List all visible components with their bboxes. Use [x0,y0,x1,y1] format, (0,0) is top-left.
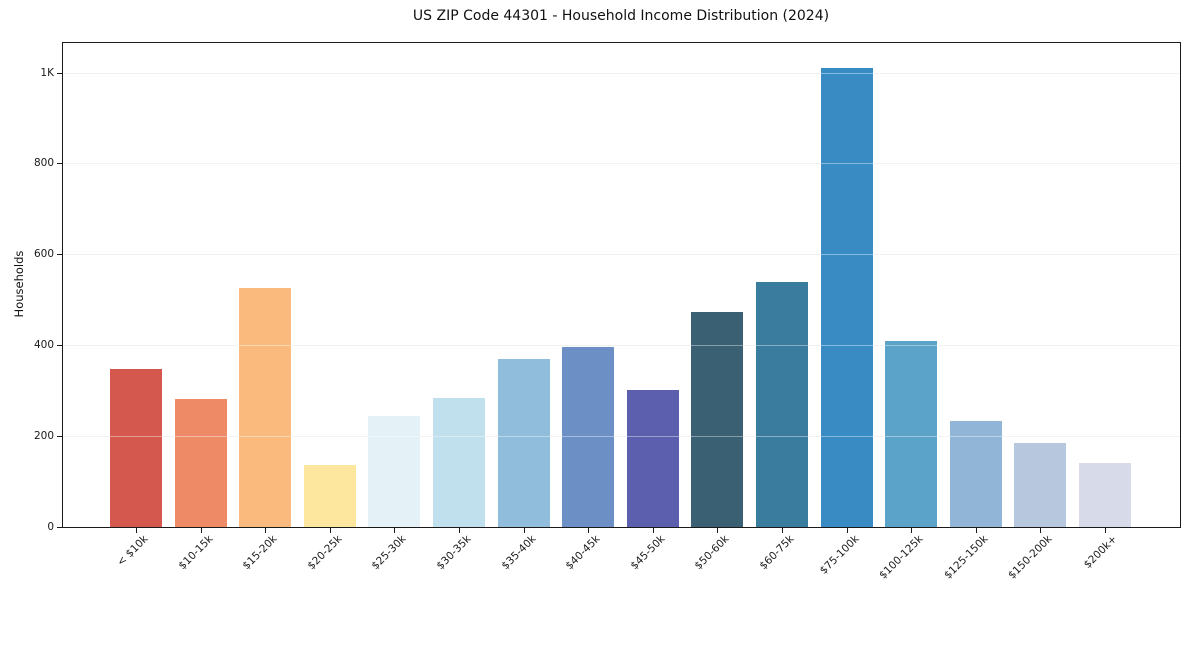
bar-1 [110,369,162,527]
x-tick-label-4: $20-25k [305,533,345,573]
x-tick-mark-3 [265,528,267,533]
bar-7 [497,358,550,527]
y-tick-label-400: 400 [33,339,54,352]
gridline-200 [63,436,1180,438]
bar-12 [820,68,873,527]
bar-3 [239,288,292,527]
gridline-overlay-400 [63,345,1180,347]
y-tick-mark-400 [57,345,62,347]
y-tick-mark-0 [57,527,62,528]
y-tick-label-600: 600 [33,248,54,261]
gridline-overlay-1000 [63,72,1180,74]
x-tick-label-11: $60-75k [757,533,797,573]
bar-5 [368,415,421,527]
y-tick-label-0: 0 [47,521,54,533]
x-tick-mark-6 [459,528,460,533]
x-tick-label-10: $50-60k [692,533,732,573]
y-tick-label-200: 200 [33,430,54,443]
x-tick-mark-15 [1040,528,1042,533]
x-tick-mark-7 [523,528,525,533]
bar-8 [562,346,615,527]
plot-area [62,42,1181,528]
bar-6 [433,397,485,527]
bar-16 [1079,462,1131,527]
x-tick-label-2: $10-15k [175,533,216,573]
bar-9 [626,389,679,527]
x-tick-label-12: $75-100k [817,533,862,577]
x-tick-mark-1 [136,528,137,533]
x-tick-label-3: $15-20k [240,533,280,573]
bar-11 [756,281,808,527]
bar-10 [691,312,744,527]
gridline-overlay-200 [63,436,1180,438]
x-tick-mark-13 [911,528,913,533]
x-tick-label-5: $25-30k [369,533,409,573]
x-tick-label-7: $35-40k [498,533,539,573]
x-tick-label-15: $150-200k [1006,533,1055,582]
x-tick-label-8: $40-45k [563,533,603,573]
x-tick-mark-2 [200,528,202,533]
y-tick-mark-600 [57,254,62,256]
bar-4 [303,464,356,527]
x-tick-mark-10 [717,528,719,533]
gridline-800 [63,163,1180,165]
gridline-1000 [63,72,1180,74]
x-tick-label-9: $45-50k [628,533,668,573]
bar-14 [949,420,1002,527]
x-tick-label-1: < $10k [114,533,151,569]
x-tick-label-16: $200k+ [1081,533,1120,571]
y-tick-mark-800 [57,163,62,165]
x-tick-mark-8 [588,528,590,533]
gridline-overlay-600 [63,254,1180,256]
chart-title: US ZIP Code 44301 - Household Income Dis… [412,8,830,24]
x-tick-label-6: $30-35k [434,533,474,573]
x-tick-label-13: $100-125k [877,533,926,582]
x-tick-mark-5 [394,528,396,533]
x-tick-mark-9 [652,528,654,533]
gridline-overlay-800 [63,163,1180,165]
x-tick-mark-14 [975,528,977,533]
x-tick-mark-16 [1105,528,1106,533]
y-tick-mark-200 [57,436,62,438]
bar-chart-figure: US ZIP Code 44301 - Household Income Dis… [12,8,1181,582]
y-tick-mark-1K [57,72,62,74]
bar-13 [885,340,938,527]
bar-2 [174,399,227,527]
x-tick-mark-12 [846,528,848,533]
gridline-400 [63,345,1180,347]
x-tick-mark-11 [782,528,783,533]
y-tick-label-800: 800 [33,157,54,170]
x-tick-mark-4 [329,528,331,533]
x-tick-label-14: $125-150k [941,533,991,582]
y-tick-label-1K: 1K [40,66,54,79]
gridline-600 [63,254,1180,256]
bar-15 [1014,442,1067,527]
